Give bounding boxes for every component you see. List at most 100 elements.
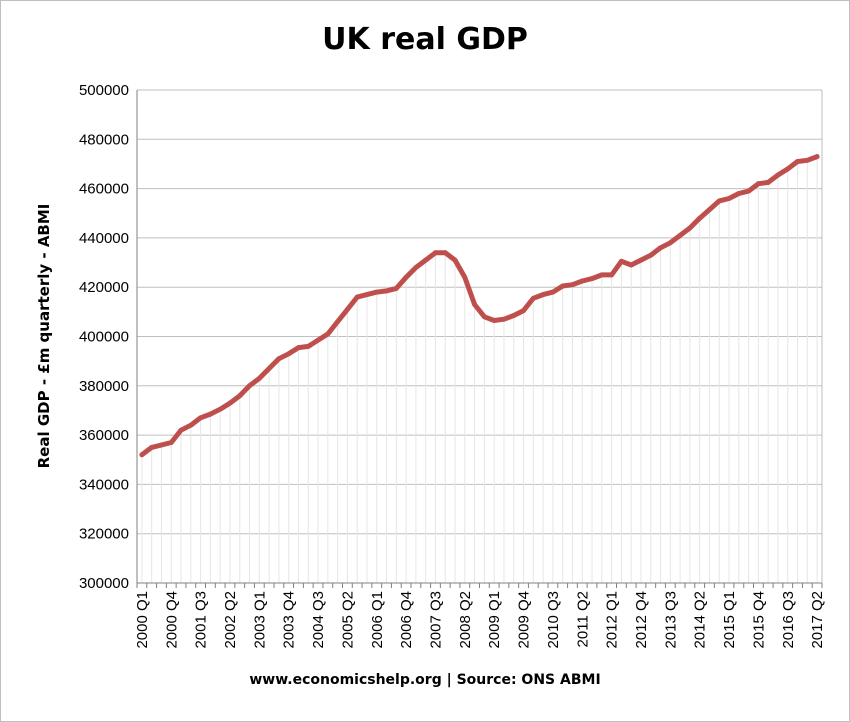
data-point [736, 191, 742, 196]
data-point [247, 383, 252, 389]
data-point [462, 274, 468, 280]
x-tick-label: 2014 Q2 [692, 591, 709, 649]
x-tick-label: 2009 Q4 [516, 591, 533, 649]
data-point [305, 343, 311, 349]
data-point [804, 157, 810, 163]
chart-source-note: www.economicshelp.org | Source: ONS ABMI [249, 672, 601, 688]
x-tick-label: 2007 Q3 [427, 591, 444, 649]
data-point [227, 400, 233, 406]
x-tick-label: 2008 Q2 [457, 591, 474, 649]
data-point [795, 159, 800, 164]
data-point [315, 337, 321, 343]
x-tick-label: 2003 Q1 [251, 591, 268, 649]
x-tick-label: 2009 Q1 [486, 591, 503, 649]
data-point [354, 294, 360, 300]
x-tick-label: 2010 Q3 [545, 591, 562, 649]
data-point [472, 302, 478, 307]
data-point [266, 366, 272, 371]
data-point [697, 215, 703, 221]
data-point [511, 313, 517, 318]
x-tick-label: 2015 Q4 [750, 591, 767, 649]
y-tick-label: 340000 [79, 476, 129, 493]
data-point [491, 318, 497, 323]
data-point [579, 278, 585, 284]
data-point [344, 306, 350, 312]
data-point [198, 415, 204, 421]
data-point [667, 240, 673, 246]
data-point [325, 331, 331, 337]
data-point [540, 292, 546, 297]
data-point [609, 272, 615, 278]
data-point [139, 452, 145, 458]
data-point [658, 245, 663, 251]
data-point [296, 345, 301, 350]
data-point [765, 180, 771, 185]
data-point [726, 196, 732, 201]
data-point [393, 286, 399, 291]
data-point [403, 274, 409, 280]
y-tick-label: 300000 [79, 575, 129, 592]
x-tick-label: 2002 Q2 [222, 591, 239, 649]
gdp-series-line [139, 154, 820, 458]
y-tick-label: 480000 [79, 131, 129, 148]
data-point [256, 376, 262, 381]
data-point [677, 233, 683, 238]
data-point [413, 265, 419, 270]
x-tick-label: 2015 Q1 [721, 591, 738, 649]
y-tick-label: 500000 [79, 82, 129, 99]
data-point [775, 172, 781, 178]
data-point [618, 258, 624, 264]
data-point [599, 272, 605, 278]
x-tick-label: 2005 Q2 [339, 591, 356, 649]
x-tick-label: 2003 Q4 [281, 591, 298, 649]
x-tick-label: 2004 Q3 [310, 591, 327, 649]
x-tick-label: 2016 Q3 [780, 591, 797, 649]
data-point [785, 166, 791, 172]
data-point [481, 314, 487, 320]
data-point [217, 406, 223, 412]
data-point [188, 422, 194, 428]
y-tick-label: 400000 [79, 329, 129, 346]
x-tick-label: 2000 Q1 [134, 591, 151, 649]
data-point [374, 289, 380, 295]
y-tick-label: 440000 [79, 230, 129, 247]
data-point [746, 188, 752, 194]
y-tick-label: 420000 [79, 279, 129, 296]
data-point [433, 250, 438, 256]
data-point [648, 252, 654, 258]
data-point [521, 308, 526, 314]
data-point [207, 411, 213, 417]
data-point [687, 225, 693, 231]
data-point [628, 262, 634, 268]
x-tick-label: 2006 Q4 [398, 591, 415, 649]
data-point [570, 282, 575, 288]
x-tick-label: 2017 Q2 [809, 591, 826, 649]
data-point [716, 198, 722, 204]
data-point [560, 283, 566, 289]
x-tick-label: 2012 Q1 [604, 591, 621, 649]
data-point [452, 257, 458, 263]
data-point [550, 289, 556, 295]
data-point [442, 250, 448, 256]
x-tick-label: 2006 Q1 [369, 591, 386, 649]
data-point [755, 181, 761, 187]
x-tick-label: 2012 Q4 [633, 591, 650, 649]
data-point [530, 295, 536, 301]
y-tick-label: 380000 [79, 378, 129, 395]
data-point [364, 292, 370, 297]
data-point [178, 427, 184, 433]
data-point [707, 207, 712, 212]
data-point [423, 257, 429, 263]
data-point [638, 257, 644, 263]
data-point [237, 393, 243, 399]
y-tick-label: 320000 [79, 526, 129, 543]
y-tick-label: 360000 [79, 427, 129, 444]
data-point [149, 445, 155, 450]
data-point [814, 154, 820, 159]
x-tick-label: 2001 Q3 [193, 591, 210, 649]
data-point [276, 356, 282, 362]
data-point [384, 288, 389, 294]
data-point [286, 351, 292, 357]
